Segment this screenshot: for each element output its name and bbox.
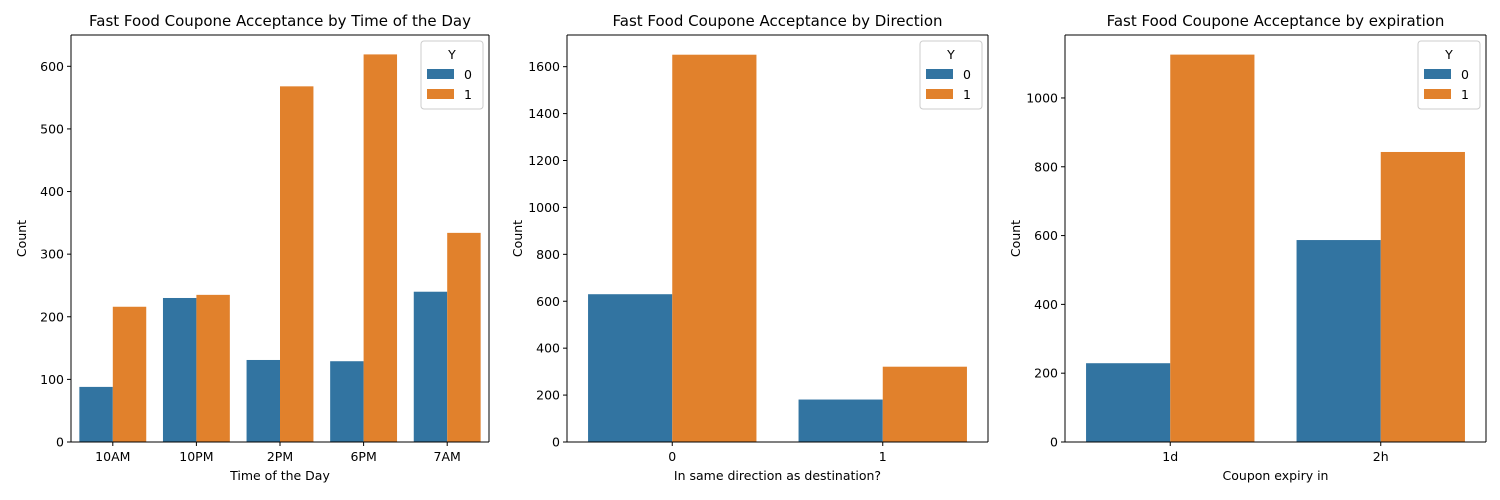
y-axis-label: Count xyxy=(510,220,525,257)
x-tick-label: 1d xyxy=(1162,449,1178,464)
y-tick-label: 1400 xyxy=(528,106,560,121)
x-tick-label: 7AM xyxy=(434,449,461,464)
bar-7AM-y0 xyxy=(413,291,448,442)
y-tick-label: 0 xyxy=(1050,435,1058,450)
chart-title: Fast Food Coupone Acceptance by expirati… xyxy=(1107,12,1445,30)
bar-10PM-y1 xyxy=(196,294,230,442)
x-axis-label: Time of the Day xyxy=(229,468,330,483)
legend-entry-1: 1 xyxy=(464,87,472,102)
x-tick-label: 0 xyxy=(668,449,676,464)
legend-title: Y xyxy=(447,47,456,62)
legend-entry-1: 1 xyxy=(963,87,971,102)
legend-entry-1: 1 xyxy=(1461,87,1469,102)
bar-6PM-y0 xyxy=(330,361,364,442)
bar-2h-y1 xyxy=(1380,151,1465,442)
legend-entry-0: 0 xyxy=(464,67,472,82)
axes-frame xyxy=(1064,34,1487,443)
y-tick-label: 300 xyxy=(40,247,64,262)
bar-10PM-y0 xyxy=(162,297,197,442)
y-tick-label: 400 xyxy=(1034,297,1058,312)
legend-entry-0: 0 xyxy=(1461,67,1469,82)
legend-swatch-1 xyxy=(427,89,454,99)
x-tick-label: 6PM xyxy=(350,449,376,464)
y-tick-label: 800 xyxy=(1034,159,1058,174)
y-tick-label: 200 xyxy=(1034,366,1058,381)
chart-title: Fast Food Coupone Acceptance by Directio… xyxy=(613,12,943,30)
y-tick-label: 1000 xyxy=(528,200,560,215)
y-tick-label: 1000 xyxy=(1026,90,1058,105)
bar-0-y0 xyxy=(588,294,673,442)
y-tick-label: 800 xyxy=(536,247,560,262)
legend-swatch-1 xyxy=(926,89,953,99)
bar-1-y0 xyxy=(798,399,883,442)
y-tick-label: 400 xyxy=(40,184,64,199)
x-axis-label: In same direction as destination? xyxy=(674,468,881,483)
chart-title: Fast Food Coupone Acceptance by Time of … xyxy=(89,12,471,30)
y-axis-label: Count xyxy=(14,220,29,257)
bar-6PM-y1 xyxy=(363,54,398,443)
legend-swatch-0 xyxy=(427,69,454,79)
y-tick-label: 1600 xyxy=(528,59,560,74)
bar-2h-y0 xyxy=(1296,240,1381,442)
y-tick-label: 600 xyxy=(1034,228,1058,243)
y-tick-label: 600 xyxy=(40,59,64,74)
y-tick-label: 200 xyxy=(40,309,64,324)
axes-frame xyxy=(566,34,989,443)
x-tick-label: 10AM xyxy=(95,449,130,464)
y-tick-label: 0 xyxy=(552,435,560,450)
legend-title: Y xyxy=(1444,47,1453,62)
y-axis-label: Count xyxy=(1008,220,1023,257)
bar-10AM-y0 xyxy=(79,386,113,442)
chart-panel-3: 0 200 400 600 800 1000 1d 2h Fast Food Coupone A… xyxy=(1008,12,1487,483)
x-tick-label: 2h xyxy=(1373,449,1389,464)
y-tick-label: 1200 xyxy=(528,153,560,168)
legend-entry-0: 0 xyxy=(963,67,971,82)
bar-2PM-y0 xyxy=(246,359,280,442)
y-tick-label: 500 xyxy=(40,121,64,136)
bar-1d-y0 xyxy=(1086,363,1171,442)
x-tick-label: 1 xyxy=(879,449,887,464)
legend-title: Y xyxy=(946,47,955,62)
legend: Y0 1 xyxy=(420,40,484,110)
chart-panel-1: 0 100 200 300 400 500 600 10AM 10PM 2PM 6PM 7AM Fast… xyxy=(14,12,490,483)
x-tick-label: 10PM xyxy=(179,449,213,464)
bar-1d-y1 xyxy=(1170,54,1255,442)
bar-2PM-y1 xyxy=(280,86,314,443)
y-tick-label: 200 xyxy=(536,388,560,403)
y-tick-label: 600 xyxy=(536,294,560,309)
bar-0-y1 xyxy=(672,54,757,443)
legend-swatch-0 xyxy=(1424,69,1451,79)
x-axis-label: Coupon expiry in xyxy=(1223,468,1329,483)
bar-1-y1 xyxy=(882,366,967,442)
legend-swatch-0 xyxy=(926,69,953,79)
legend: Y0 1 xyxy=(919,40,983,110)
y-tick-label: 400 xyxy=(536,341,560,356)
legend-swatch-1 xyxy=(1424,89,1451,99)
bar-10AM-y1 xyxy=(112,306,147,442)
y-tick-label: 0 xyxy=(56,435,64,450)
y-tick-label: 100 xyxy=(40,372,64,387)
bar-7AM-y1 xyxy=(447,232,481,442)
legend: Y0 1 xyxy=(1417,40,1481,110)
chart-panel-2: 0 200 400 600 800 1000 1200 1400 1600 0 1 Fast Food… xyxy=(510,12,989,483)
x-tick-label: 2PM xyxy=(267,449,293,464)
